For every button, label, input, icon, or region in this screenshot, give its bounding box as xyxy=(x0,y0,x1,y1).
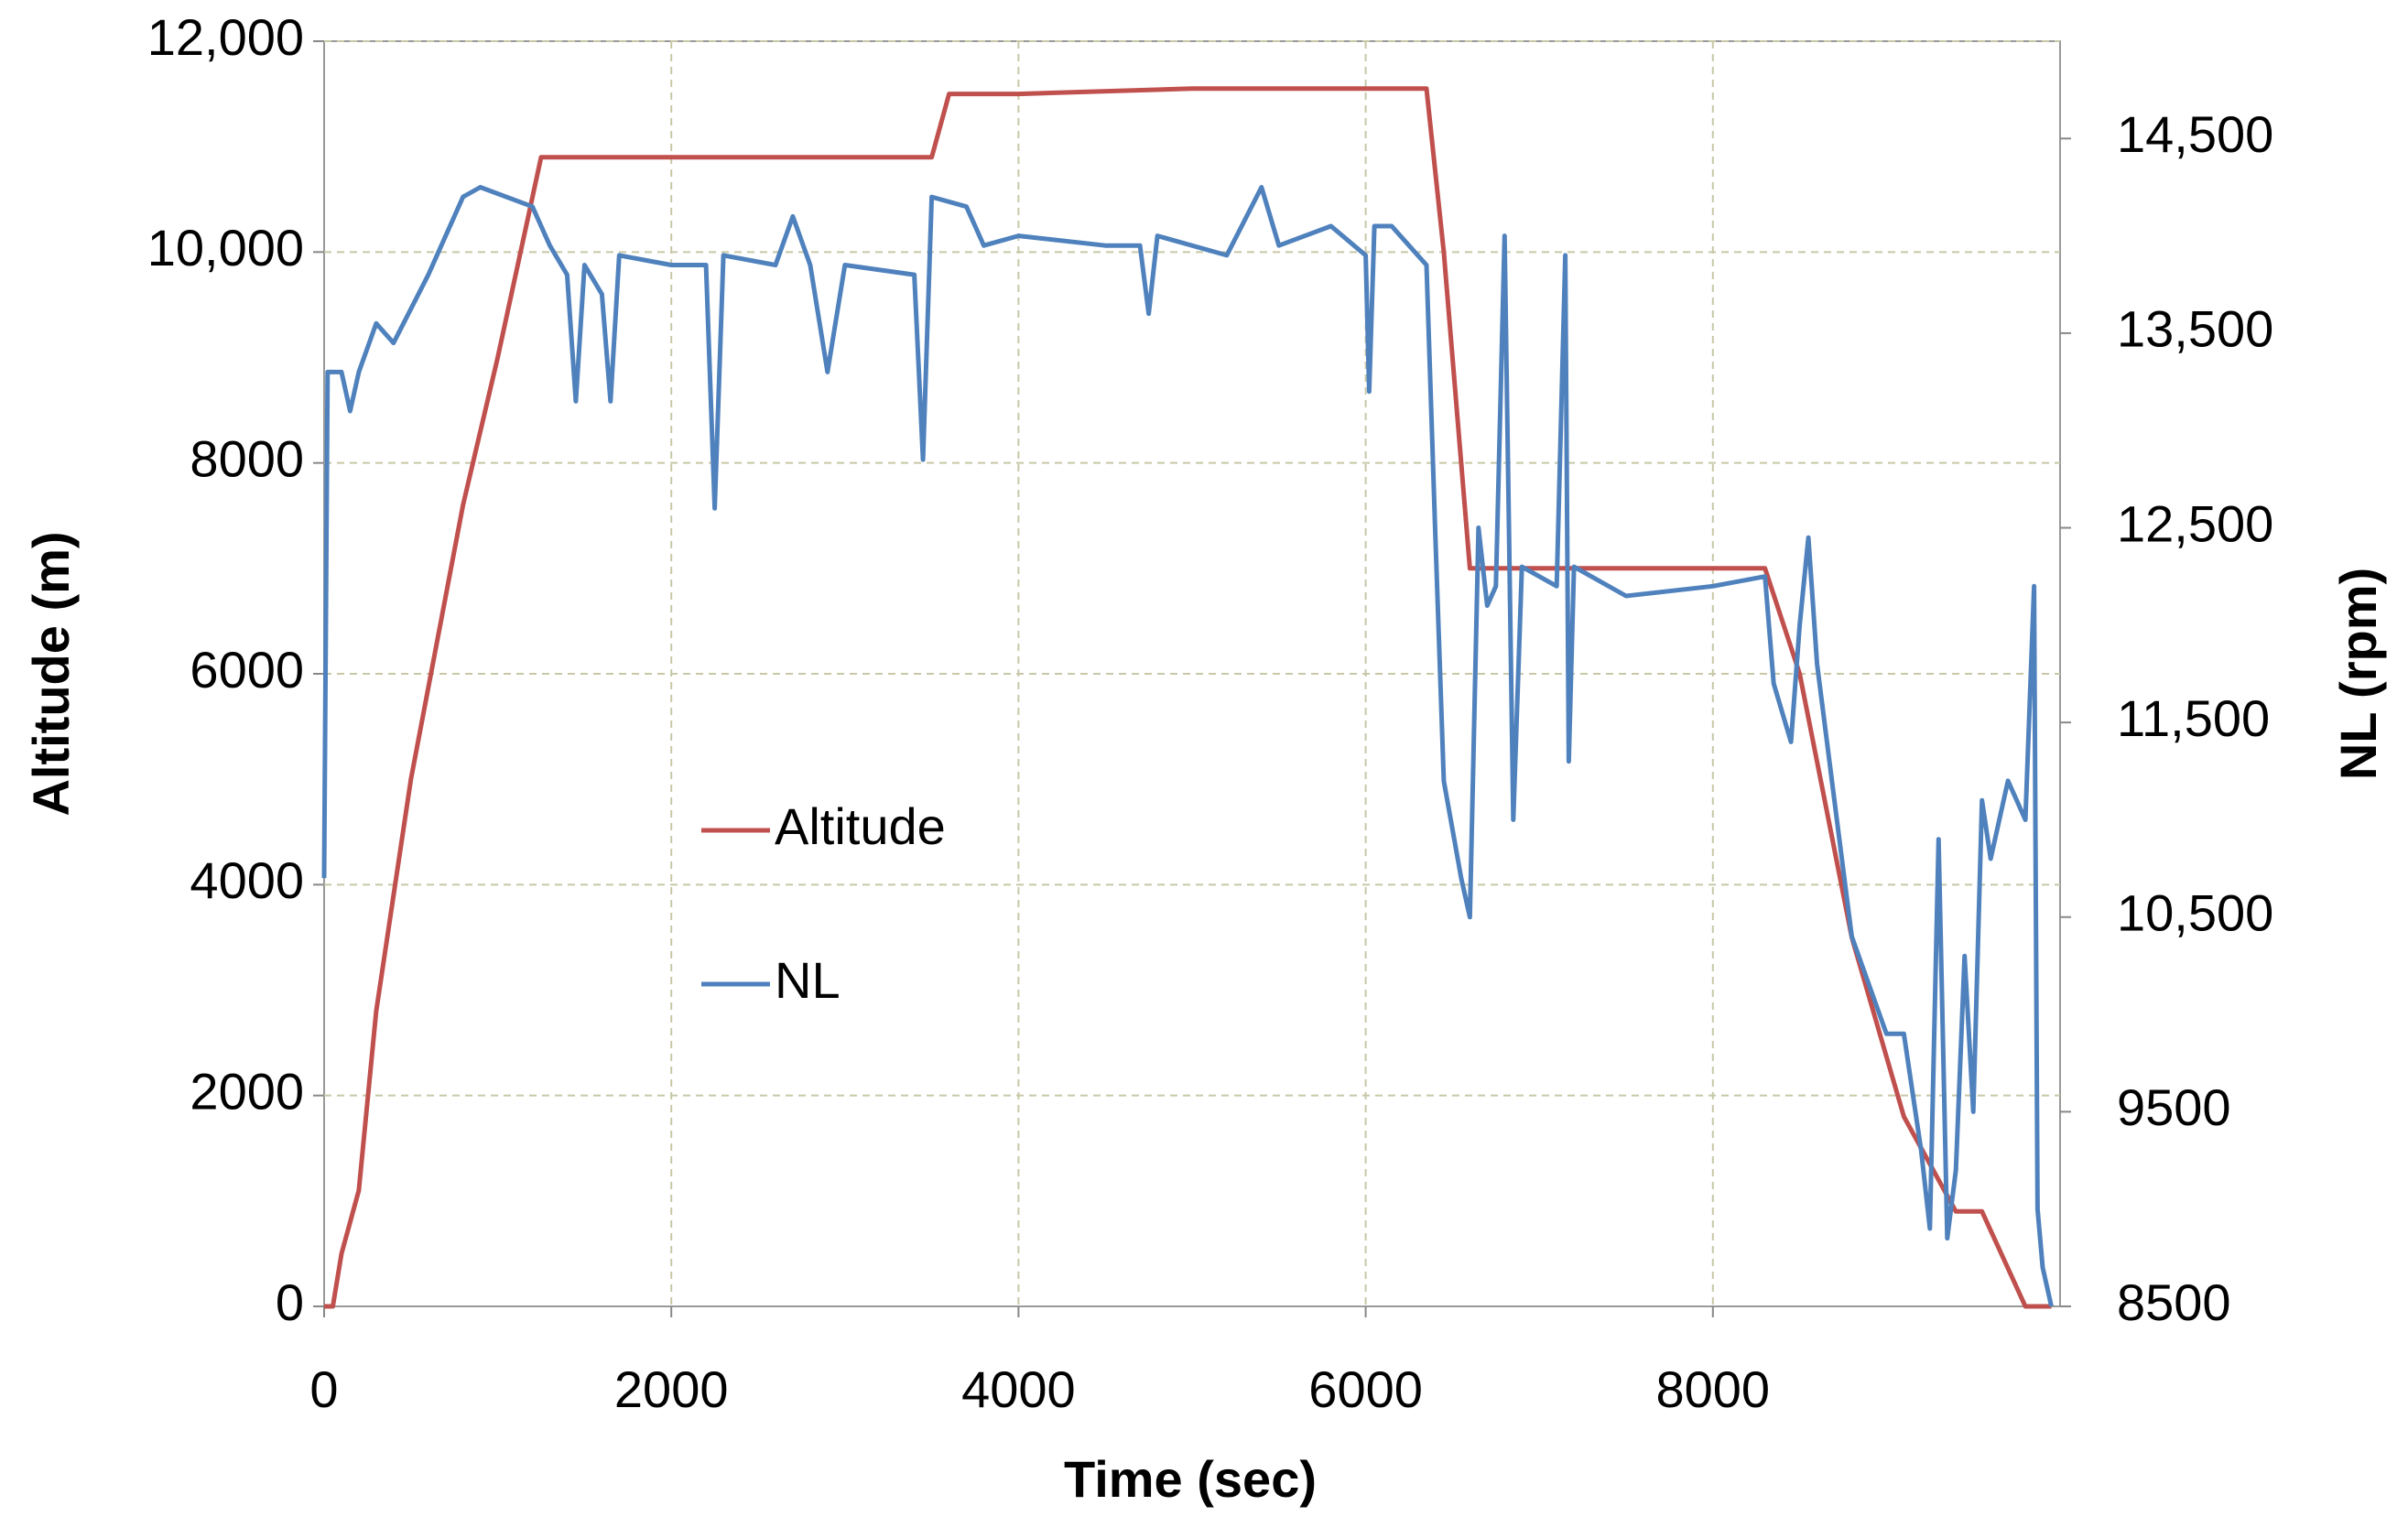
x-tick-label: 4000 xyxy=(961,1360,1076,1418)
y-axis-title: Altitude (m) xyxy=(22,531,80,816)
y-tick-label: 2000 xyxy=(190,1062,304,1120)
y-tick-label: 12,000 xyxy=(147,8,304,66)
y-tick-label: 0 xyxy=(276,1273,304,1331)
x-tick-label: 0 xyxy=(309,1360,338,1418)
y2-tick-label: 12,500 xyxy=(2117,494,2273,552)
line-series xyxy=(321,185,2054,1307)
legend-label: Altitude xyxy=(775,797,946,855)
y-tick-label: 8000 xyxy=(190,429,304,487)
y2-axis-title: NL (rpm) xyxy=(2329,568,2387,780)
y2-tick-label: 11,500 xyxy=(2117,689,2270,747)
y2-tick-label: 13,500 xyxy=(2117,300,2273,358)
y2-tick-label: 14,500 xyxy=(2117,105,2273,163)
legend-label: NL xyxy=(775,951,841,1009)
y-tick-label: 6000 xyxy=(190,641,304,699)
x-axis-title: Time (sec) xyxy=(1064,1450,1317,1508)
y2-tick-label: 8500 xyxy=(2117,1273,2231,1331)
x-tick-label: 8000 xyxy=(1656,1360,1771,1418)
line-series xyxy=(324,86,2052,1309)
y-tick-label: 4000 xyxy=(190,851,304,909)
x-tick-label: 6000 xyxy=(1308,1360,1423,1418)
y-tick-label: 10,000 xyxy=(147,219,304,276)
x-tick-label: 2000 xyxy=(614,1360,729,1418)
y2-tick-label: 9500 xyxy=(2117,1078,2231,1136)
y2-tick-label: 10,500 xyxy=(2117,884,2273,942)
